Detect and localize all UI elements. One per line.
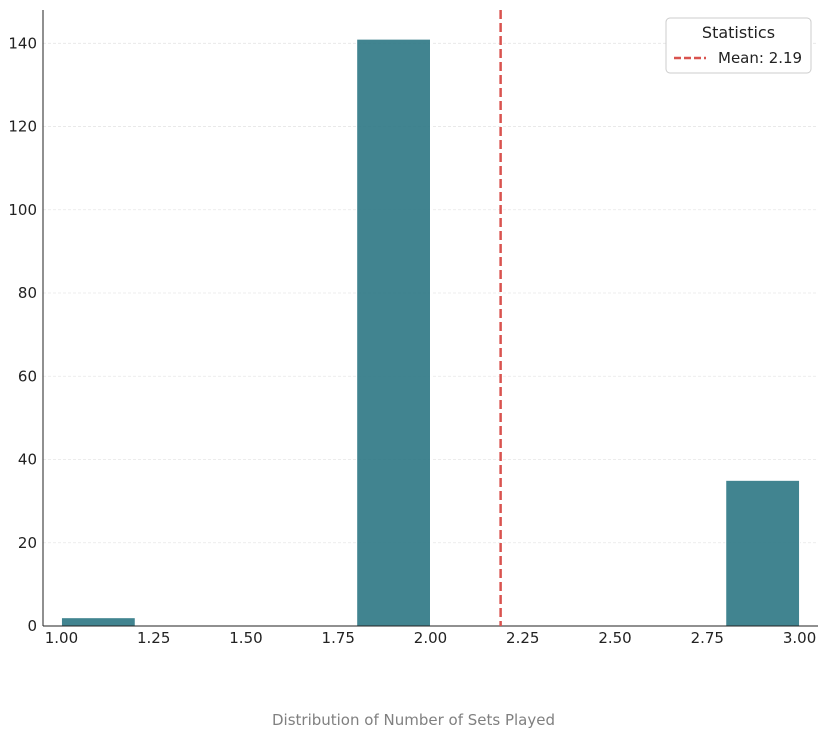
y-tick-label-7: 140 <box>8 34 37 52</box>
y-tick-label-6: 120 <box>8 118 37 136</box>
x-tick-labels: 1.00 1.25 1.50 1.75 2.00 2.25 2.50 2.75 3.00 <box>45 629 817 647</box>
legend-entry-label: Mean: 2.19 <box>718 49 802 67</box>
x-tick-label-4: 2.00 <box>414 629 447 647</box>
y-tick-label-2: 40 <box>18 451 37 469</box>
x-tick-label-2: 1.50 <box>229 629 262 647</box>
x-tick-label-6: 2.50 <box>598 629 631 647</box>
x-tick-label-3: 1.75 <box>322 629 355 647</box>
x-tick-label-1: 1.25 <box>137 629 170 647</box>
y-tick-label-3: 60 <box>18 367 37 385</box>
x-tick-label-8: 3.00 <box>783 629 816 647</box>
y-tick-label-0: 0 <box>27 617 37 635</box>
x-tick-label-0: 1.00 <box>45 629 78 647</box>
y-tick-label-1: 20 <box>18 534 37 552</box>
legend-box <box>665 17 812 74</box>
x-tick-label-7: 2.75 <box>691 629 724 647</box>
y-tick-label-4: 80 <box>18 284 37 302</box>
bar-9 <box>725 479 801 627</box>
x-tick-label-5: 2.25 <box>506 629 539 647</box>
y-tick-label-5: 100 <box>8 201 37 219</box>
legend: Statistics Mean: 2.19 <box>665 17 812 74</box>
legend-title: Statistics <box>702 23 775 42</box>
chart-caption: Distribution of Number of Sets Played <box>271 711 555 729</box>
y-tick-labels: 0 20 40 60 80 100 120 140 <box>8 34 37 635</box>
bar-4 <box>356 38 432 627</box>
bar-0 <box>60 617 136 627</box>
bars <box>60 38 801 627</box>
axes <box>42 10 818 627</box>
